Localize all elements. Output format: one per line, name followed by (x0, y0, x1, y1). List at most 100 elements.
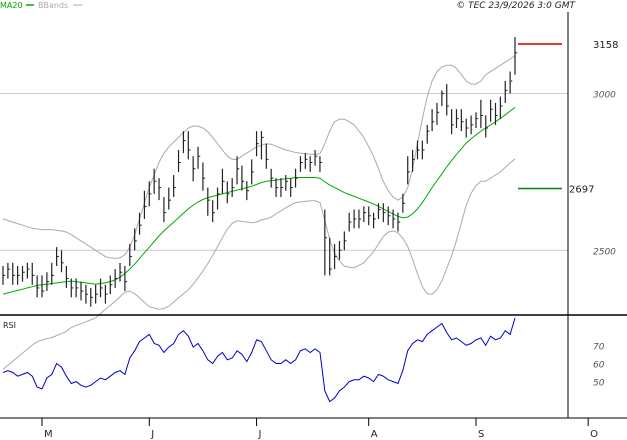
price-bar (70, 278, 74, 298)
price-panel: 3000 2500 3158 2697 (0, 37, 618, 370)
x-tick-label: S (478, 429, 484, 440)
price-bar (95, 284, 98, 304)
price-bar (21, 265, 25, 282)
price-bar (114, 269, 118, 288)
price-bar (387, 206, 391, 226)
price-bar (343, 231, 347, 251)
price-bar (216, 187, 220, 210)
rsi-tick-label: 50 (593, 379, 605, 389)
price-tick-label: 3000 (593, 91, 616, 101)
price-bar (36, 275, 40, 298)
price-bar (475, 112, 479, 129)
price-bar (46, 272, 50, 292)
price-bar (41, 275, 45, 298)
price-bar (163, 196, 167, 223)
price-bar (329, 237, 332, 276)
price-bar (465, 118, 469, 138)
legend-ma20-label: MA20 (0, 1, 23, 10)
price-bar (177, 149, 181, 172)
price-bar (26, 262, 30, 279)
price-bar (134, 228, 137, 251)
price-bar (31, 262, 35, 285)
price-bar (363, 206, 367, 223)
price-bar (285, 175, 289, 191)
resistance-level-label: 3158 (593, 40, 618, 51)
price-bar (319, 156, 323, 172)
price-bar (470, 115, 474, 135)
price-bar (280, 178, 284, 197)
price-bar (309, 156, 313, 172)
price-bar (353, 209, 357, 229)
price-bar (246, 181, 250, 201)
price-bar (504, 80, 508, 103)
price-bar (197, 146, 201, 169)
price-bar (480, 99, 484, 129)
price-bar (499, 96, 503, 119)
rsi-line (2, 317, 516, 403)
price-bar (377, 203, 381, 219)
price-bar (212, 200, 215, 223)
price-bar (75, 278, 79, 298)
price-bar (436, 102, 440, 125)
price-bar (138, 212, 142, 235)
x-tick-label: A (371, 429, 378, 440)
rsi-panel: RSI 70 60 50 (2, 317, 605, 403)
price-bar (187, 131, 191, 160)
price-bar (231, 178, 235, 197)
price-bar (348, 212, 352, 232)
price-bar (56, 247, 59, 266)
price-bar (402, 193, 406, 213)
rsi-tick-label: 70 (593, 342, 605, 352)
price-bar (109, 275, 113, 295)
price-bar (7, 262, 11, 279)
price-bar (509, 71, 513, 94)
price-bar (124, 265, 128, 292)
price-bar (60, 250, 64, 273)
ma20-line (2, 106, 516, 295)
price-bar (382, 203, 386, 223)
price-bar (455, 109, 459, 129)
rsi-tick-label: 60 (593, 360, 605, 370)
price-bar (153, 168, 157, 194)
price-bar (241, 165, 245, 191)
price-bar (158, 178, 162, 201)
price-bar (90, 287, 93, 307)
price-bar (270, 168, 274, 188)
price-bar (290, 178, 293, 197)
price-bar (251, 159, 254, 185)
price-bar (148, 181, 152, 207)
price-bar (314, 149, 318, 166)
price-bar (104, 284, 108, 304)
price-bar (416, 140, 420, 160)
price-bar (265, 143, 269, 169)
price-bar (441, 90, 445, 107)
support-level-label: 2697 (569, 185, 594, 196)
bollinger-lower-line (2, 158, 516, 370)
price-bar (226, 181, 230, 204)
price-bar (338, 240, 342, 260)
price-bar (397, 212, 401, 232)
price-bar (368, 206, 371, 226)
legend: MA20 BBands (0, 1, 82, 10)
x-tick-label: O (590, 429, 598, 440)
price-bar (119, 262, 123, 282)
price-bar (129, 244, 132, 266)
price-bar (294, 168, 298, 188)
price-bar (275, 178, 279, 197)
price-bar (446, 84, 449, 116)
price-bar (182, 131, 186, 154)
price-bar (372, 212, 376, 229)
price-bar (392, 209, 396, 229)
price-bar (255, 131, 259, 157)
price-bar (80, 281, 84, 301)
price-bar (299, 156, 303, 172)
x-tick-label: M (44, 429, 53, 440)
price-bar (412, 149, 415, 172)
price-bar (2, 265, 6, 285)
rsi-panel-label: RSI (3, 321, 16, 330)
price-bar (143, 190, 147, 219)
price-bar (207, 187, 210, 216)
price-bar (304, 153, 308, 169)
price-bar (202, 162, 206, 191)
